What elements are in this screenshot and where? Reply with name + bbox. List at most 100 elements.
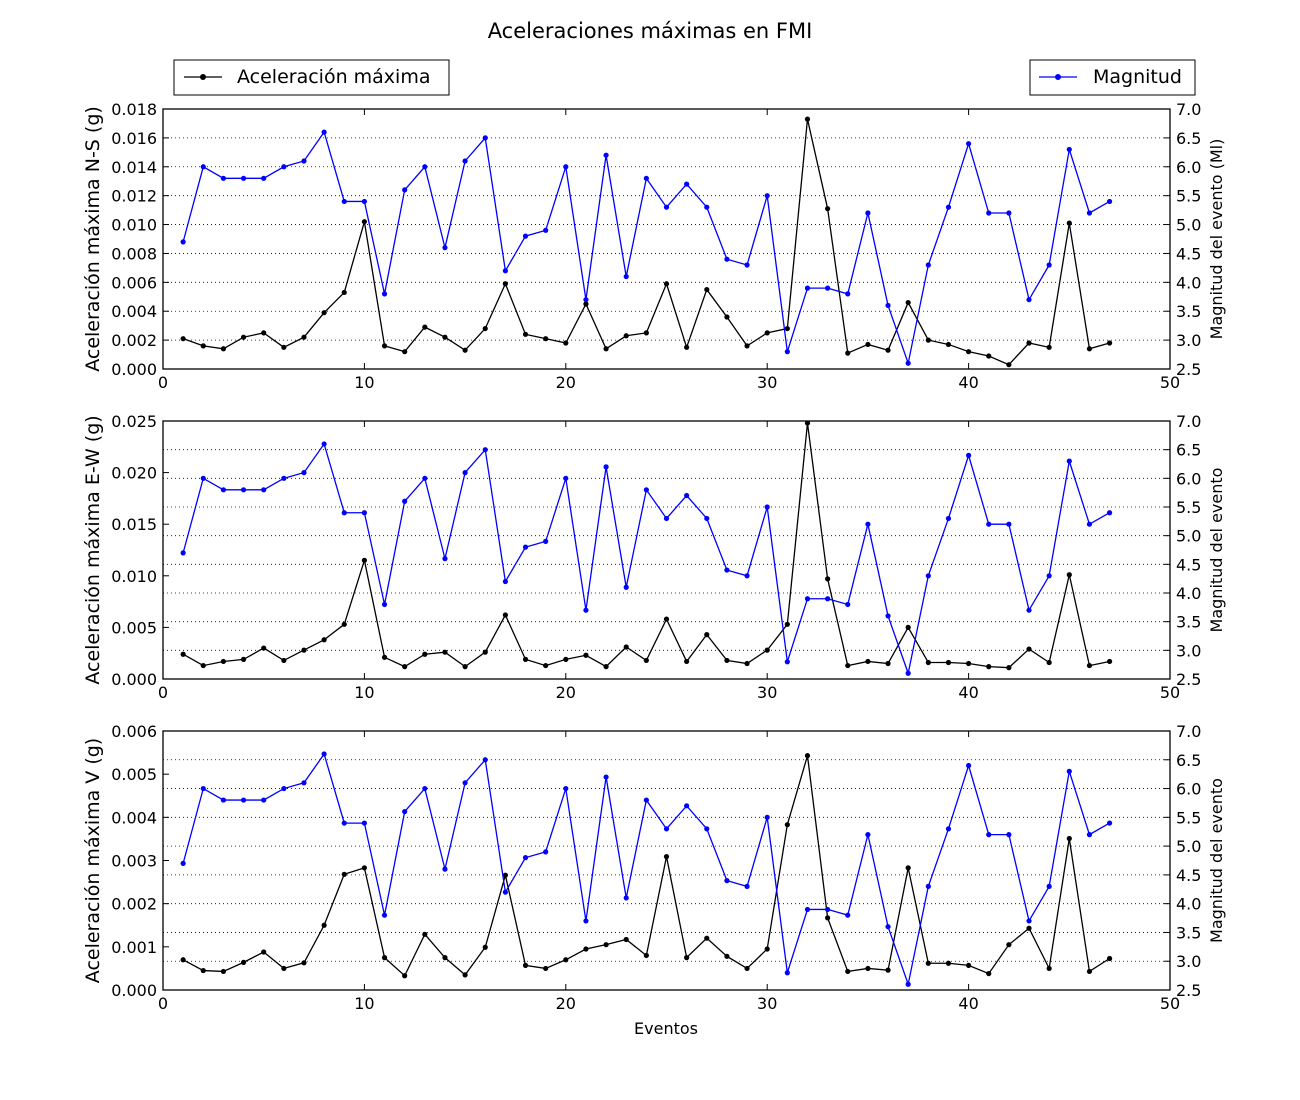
- magnitude-point: [764, 814, 770, 820]
- magnitude-point: [563, 785, 569, 792]
- acceleration-point: [845, 968, 851, 975]
- magnitude-point: [1106, 198, 1113, 205]
- acceleration-point: [845, 662, 851, 669]
- acceleration-point: [281, 965, 287, 972]
- acceleration-point: [925, 659, 931, 666]
- magnitude-point: [905, 981, 911, 987]
- y-tick-label: 0.002: [111, 331, 157, 350]
- panel-ew: 0 10 20 30 40 50 0.0000.0050.0100.0150.0200.0…: [82, 412, 1226, 702]
- y2-tick-label: 6.0: [1176, 780, 1201, 799]
- x-tick-label: 20: [556, 994, 576, 1013]
- magnitude-point: [281, 164, 287, 170]
- acceleration-point: [1026, 340, 1032, 346]
- magnitude-point: [442, 556, 448, 562]
- magnitude-point: [502, 578, 508, 585]
- magnitude-point: [381, 291, 388, 297]
- magnitude-point: [684, 181, 690, 187]
- y2-tick-label: 7.0: [1176, 722, 1201, 741]
- magnitude-point: [442, 866, 448, 872]
- acceleration-point: [603, 346, 609, 352]
- x-tick-label: 10: [354, 994, 374, 1013]
- magnitude-point: [583, 297, 589, 303]
- magnitude-point: [966, 762, 972, 769]
- acceleration-point: [462, 347, 468, 353]
- x-tick-label: 0: [158, 373, 168, 392]
- acceleration-point: [543, 336, 549, 342]
- acceleration-point: [261, 949, 267, 955]
- x-tick-label: 10: [354, 683, 374, 702]
- acceleration-point: [704, 286, 710, 293]
- panel-v-y2-ticks: 2.5 3.0 3.5 4.0 4.5 5.0 5.5 6.0 6.5 7.0: [1164, 722, 1201, 1000]
- magnitude-point: [482, 135, 488, 141]
- y-tick-label: 0.000: [111, 360, 157, 379]
- acceleration-point: [603, 664, 609, 670]
- acceleration-point: [462, 664, 468, 670]
- magnitude-point: [522, 233, 529, 239]
- magnitude-point: [804, 906, 811, 913]
- panel-ew-y2-ticks: 2.5 3.0 3.5 4.0 4.5 5.0 5.5 6.0 6.5 7.0: [1164, 412, 1201, 689]
- magnitude-point: [341, 198, 347, 205]
- acceleration-point: [261, 645, 267, 651]
- x-tick-label: 0: [158, 683, 168, 702]
- legend-acceleration: Aceleración máxima: [173, 59, 450, 96]
- x-tick-label: 50: [1160, 994, 1180, 1013]
- plot-frame: [162, 420, 1171, 680]
- acceleration-point: [945, 960, 952, 966]
- acceleration-point: [925, 960, 931, 966]
- acceleration-point: [905, 624, 911, 631]
- y-tick-label: 0.006: [111, 273, 157, 292]
- panel-ew-series-acceleration: [180, 420, 1113, 671]
- magnitude-point: [643, 487, 649, 493]
- magnitude-point: [462, 158, 468, 164]
- magnitude-point: [402, 498, 408, 504]
- y-tick-label: 0.010: [111, 216, 157, 235]
- acceleration-point: [341, 289, 347, 296]
- acceleration-point: [583, 946, 589, 952]
- x-tick-label: 30: [757, 683, 777, 702]
- plot-frame: [162, 108, 1171, 370]
- acceleration-point: [563, 340, 569, 346]
- magnitude-point: [321, 441, 327, 447]
- acceleration-point: [402, 973, 408, 979]
- magnitude-point: [583, 918, 589, 924]
- panel-ew-series-magnitude: [180, 441, 1113, 676]
- acceleration-point: [462, 972, 468, 978]
- magnitude-point: [784, 659, 790, 665]
- magnitude-point: [1106, 510, 1113, 516]
- acceleration-point: [180, 957, 186, 963]
- magnitude-point: [825, 285, 831, 291]
- acceleration-point: [905, 865, 911, 871]
- acceleration-point: [623, 936, 629, 943]
- acceleration-point: [684, 955, 690, 961]
- acceleration-point: [1086, 662, 1093, 669]
- y-tick-label: 0.005: [111, 765, 157, 784]
- magnitude-point: [402, 808, 408, 815]
- acceleration-point: [543, 965, 549, 972]
- acceleration-point: [1106, 955, 1113, 962]
- acceleration-point: [804, 420, 811, 426]
- acceleration-point: [724, 314, 730, 320]
- y2-tick-label: 6.5: [1176, 751, 1201, 770]
- y-tick-label: 0.006: [111, 722, 157, 741]
- magnitude-point: [865, 832, 871, 838]
- acceleration-point: [361, 557, 367, 563]
- acceleration-point: [301, 334, 307, 340]
- acceleration-point: [321, 310, 327, 316]
- acceleration-point: [502, 872, 508, 878]
- y-tick-label: 0.010: [111, 567, 157, 586]
- y2-tick-label: 4.5: [1176, 244, 1201, 263]
- x-tick-label: 50: [1160, 373, 1180, 392]
- acceleration-point: [744, 343, 750, 349]
- acceleration-point: [301, 960, 307, 966]
- y2-tick-label: 5.5: [1176, 498, 1201, 517]
- acceleration-point: [623, 333, 629, 339]
- magnitude-point: [986, 521, 992, 527]
- magnitude-point: [704, 204, 710, 210]
- magnitude-point: [885, 613, 891, 619]
- panel-ew-y-ticks: 0.000 0.005 0.010 0.015 0.020 0.025: [111, 412, 169, 689]
- acceleration-point: [281, 344, 287, 350]
- magnitude-point: [180, 860, 186, 866]
- magnitude-point: [885, 924, 891, 930]
- y2-tick-label: 3.5: [1176, 613, 1201, 632]
- acceleration-point: [220, 346, 227, 352]
